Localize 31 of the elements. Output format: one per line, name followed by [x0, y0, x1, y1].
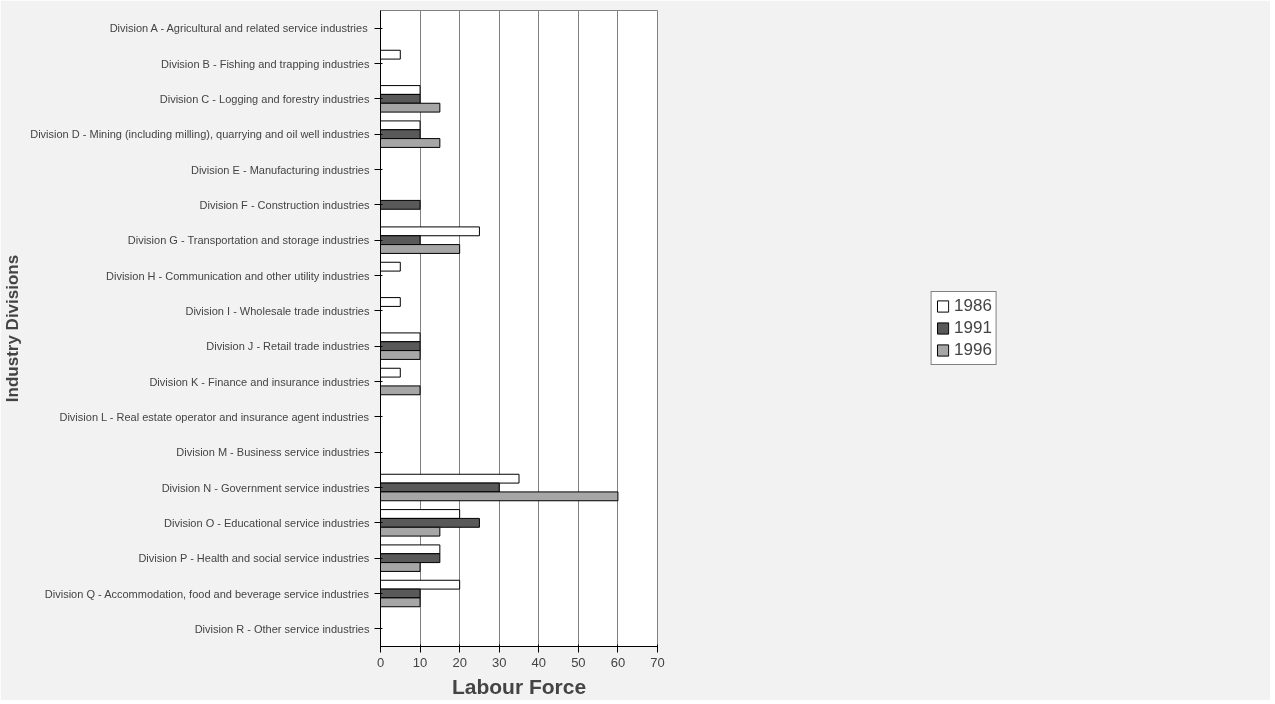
y-tick-label: Division L - Real estate operator and insurance agent industries — [59, 410, 370, 423]
x-tick-label: 70 — [650, 654, 665, 670]
legend-label: 1996 — [954, 340, 992, 360]
y-tick-label: Division R - Other service industries — [194, 622, 370, 635]
y-tick-label: Division B - Fishing and trapping industries — [161, 57, 370, 70]
y-tick-label: Division Q - Accommodation, food and beverage service industries — [44, 587, 370, 600]
legend-label: 1991 — [954, 318, 992, 338]
legend-label: 1986 — [954, 296, 992, 316]
y-tick-label: Division G - Transportation and storage industries — [127, 234, 370, 247]
y-axis-title: Industry Divisions — [3, 254, 23, 403]
y-tick-label: Division I - Wholesale trade industries — [185, 304, 370, 317]
y-tick-label: Division N - Government service industries — [161, 481, 370, 494]
x-tick-label: 20 — [452, 654, 467, 670]
y-tick-label: Division A - Agricultural and related service industries — [109, 22, 369, 35]
y-tick-label: Division O - Educational service industries — [164, 516, 370, 529]
x-axis-title: Labour Force — [451, 674, 587, 698]
x-tick-label: 60 — [610, 654, 626, 670]
y-tick-label: Division J - Retail trade industries — [206, 340, 370, 353]
y-tick-label: Division C - Logging and forestry industries — [159, 92, 370, 105]
y-tick-label: Division K - Finance and insurance industries — [149, 375, 370, 388]
x-tick-label: 10 — [412, 654, 428, 670]
x-tick-label: 40 — [531, 654, 547, 670]
x-tick-label: 0 — [376, 654, 385, 670]
x-tick-label: 50 — [571, 654, 586, 670]
y-tick-label: Division H - Communication and other utility industries — [106, 269, 370, 282]
y-tick-label: Division D - Mining (including milling), quarrying and oil well industries — [30, 128, 370, 141]
y-tick-label: Division P - Health and social service industries — [138, 552, 370, 565]
y-tick-label: Division E - Manufacturing industries — [190, 163, 370, 176]
y-tick-label: Division F - Construction industries — [199, 198, 370, 211]
x-tick-label: 30 — [491, 654, 507, 670]
y-tick-label: Division M - Business service industries — [176, 446, 370, 459]
